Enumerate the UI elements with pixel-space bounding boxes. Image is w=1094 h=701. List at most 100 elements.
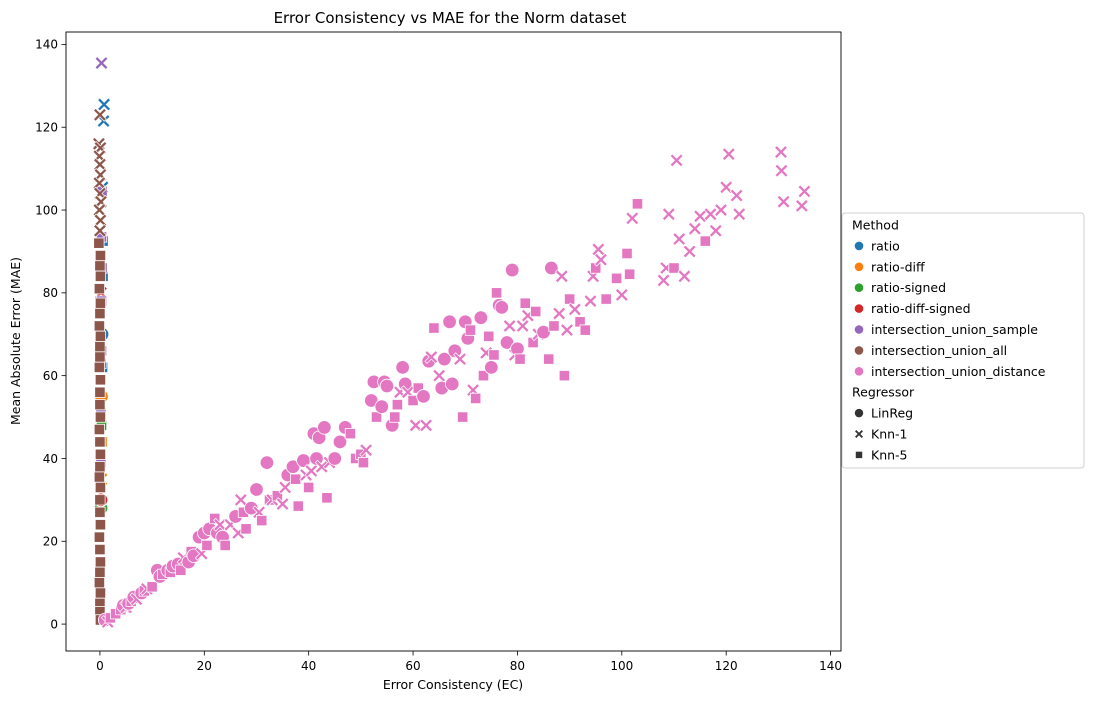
- point-intersection_union_all-14: [95, 261, 105, 271]
- point-intersection_union_distance-132: [544, 354, 554, 364]
- point-intersection_union_distance-47: [260, 456, 274, 470]
- point-intersection_union_all-25: [95, 387, 105, 397]
- point-intersection_union_all-29: [95, 437, 105, 447]
- y-tick-label-3: 60: [43, 369, 58, 383]
- legend-title-method: Method: [852, 218, 899, 233]
- legend-swatch-intersection_union_sample: [855, 325, 864, 334]
- point-intersection_union_all-28: [94, 424, 104, 434]
- x-axis: 0 20 40 60 80 100 120 140: [96, 651, 842, 673]
- point-intersection_union_all-36: [95, 520, 105, 530]
- point-intersection_union_distance-97: [433, 369, 446, 382]
- point-intersection_union_distance-163: [688, 222, 701, 235]
- chart-title: Error Consistency vs MAE for the Norm da…: [274, 9, 627, 27]
- point-intersection_union_distance-146: [592, 243, 605, 256]
- point-intersection_union_distance-131: [537, 325, 551, 339]
- y-tick-label-7: 140: [35, 38, 58, 52]
- point-intersection_union_distance-157: [662, 208, 675, 221]
- point-intersection_union_all-35: [95, 507, 105, 517]
- y-tick-label-6: 120: [35, 121, 58, 135]
- legend-label-LinReg: LinReg: [871, 406, 913, 421]
- point-intersection_union_distance-42: [241, 524, 251, 534]
- legend-label-ratio-diff: ratio-diff: [871, 259, 925, 274]
- point-intersection_union_all-41: [94, 577, 104, 587]
- point-intersection_union_all-20: [95, 331, 105, 341]
- point-intersection_union_distance-142: [580, 325, 590, 335]
- point-intersection_union_distance-153: [626, 212, 639, 225]
- legend-label-ratio-diff-signed: ratio-diff-signed: [871, 301, 971, 316]
- point-intersection_union_distance-171: [730, 189, 743, 202]
- point-intersection_union_all-15: [95, 271, 105, 281]
- point-intersection_union_distance-101: [445, 377, 459, 391]
- point-intersection_union_distance-46: [257, 515, 267, 525]
- plot-marks: [92, 57, 810, 629]
- point-intersection_union_distance-136: [555, 270, 568, 283]
- legend: Method ratio ratio-diff ratio-signed ratio-d…: [842, 213, 1084, 468]
- point-intersection_union_all-12: [94, 238, 104, 248]
- legend-label-intersection_union_sample: intersection_union_sample: [871, 322, 1038, 337]
- legend-label-Knn-5: Knn-5: [871, 447, 908, 462]
- legend-label-ratio: ratio: [871, 238, 900, 253]
- legend-swatch-intersection_union_distance: [855, 367, 864, 376]
- point-intersection_union_distance-135: [553, 307, 566, 320]
- point-intersection_union_distance-114: [485, 361, 499, 375]
- point-intersection_union_distance-65: [318, 421, 332, 435]
- point-intersection_union_distance-116: [491, 288, 501, 298]
- point-intersection_union_distance-170: [722, 148, 735, 161]
- point-intersection_union_distance-120: [503, 320, 516, 333]
- point-intersection_union_distance-68: [328, 452, 342, 466]
- y-tick-label-2: 40: [43, 452, 58, 466]
- y-axis: 0 20 40 60 80 100 120 140: [35, 38, 66, 632]
- legend-swatch-ratio-diff: [855, 263, 864, 272]
- point-intersection_union_distance-30: [202, 540, 212, 550]
- point-intersection_union_distance-100: [443, 315, 457, 329]
- point-intersection_union_all-18: [95, 308, 105, 318]
- legend-label-intersection_union_all: intersection_union_all: [871, 343, 1007, 358]
- point-intersection_union_distance-154: [632, 199, 642, 209]
- legend-label-intersection_union_distance: intersection_union_distance: [871, 364, 1046, 379]
- point-intersection_union_distance-139: [564, 294, 574, 304]
- point-intersection_union_distance-66: [322, 493, 332, 503]
- x-tick-label-1: 20: [197, 659, 212, 673]
- point-intersection_union_distance-36: [220, 540, 230, 550]
- point-intersection_union_distance-138: [561, 324, 574, 337]
- point-intersection_union_distance-124: [515, 354, 525, 364]
- point-intersection_union_distance-79: [375, 400, 389, 414]
- point-intersection_union_distance-176: [795, 199, 808, 212]
- point-intersection_union_distance-143: [584, 295, 597, 308]
- point-intersection_union_distance-158: [669, 263, 679, 273]
- point-intersection_union_distance-44: [250, 483, 264, 497]
- point-intersection_union_distance-14: [147, 582, 157, 592]
- x-tick-label-2: 40: [301, 659, 316, 673]
- point-intersection_union_distance-148: [601, 294, 611, 304]
- point-intersection_union_all-17: [95, 298, 105, 308]
- x-tick-label-6: 120: [715, 659, 738, 673]
- point-intersection_union_distance-177: [798, 185, 811, 198]
- point-intersection_union_distance-107: [465, 325, 475, 335]
- y-axis-label: Mean Absolute Error (MAE): [8, 257, 23, 425]
- point-intersection_union_sample-0: [95, 57, 108, 70]
- point-intersection_union_distance-161: [678, 270, 691, 283]
- legend-marker-Knn-5: [856, 452, 862, 458]
- point-intersection_union_distance-174: [775, 164, 788, 177]
- x-tick-label-0: 0: [96, 659, 104, 673]
- point-intersection_union_distance-81: [380, 379, 394, 393]
- point-intersection_union_distance-172: [733, 208, 746, 221]
- point-intersection_union_distance-74: [358, 457, 368, 467]
- point-intersection_union_distance-175: [777, 195, 790, 208]
- point-intersection_union_all-40: [95, 567, 105, 577]
- x-axis-label: Error Consistency (EC): [383, 677, 523, 692]
- point-intersection_union_all-42: [95, 588, 105, 598]
- point-intersection_union_distance-155: [657, 274, 670, 287]
- x-tick-label-7: 140: [819, 659, 842, 673]
- point-intersection_union_distance-104: [457, 412, 467, 422]
- legend-swatch-intersection_union_all: [855, 346, 864, 355]
- point-intersection_union_all-13: [95, 250, 105, 260]
- point-intersection_union_distance-86: [396, 361, 410, 375]
- x-tick-label-5: 100: [610, 659, 633, 673]
- point-intersection_union_all-19: [94, 321, 104, 331]
- point-intersection_union_distance-134: [549, 321, 559, 331]
- legend-swatch-ratio: [855, 242, 864, 251]
- legend-title-regressor: Regressor: [852, 385, 915, 400]
- point-intersection_union_distance-121: [505, 263, 519, 277]
